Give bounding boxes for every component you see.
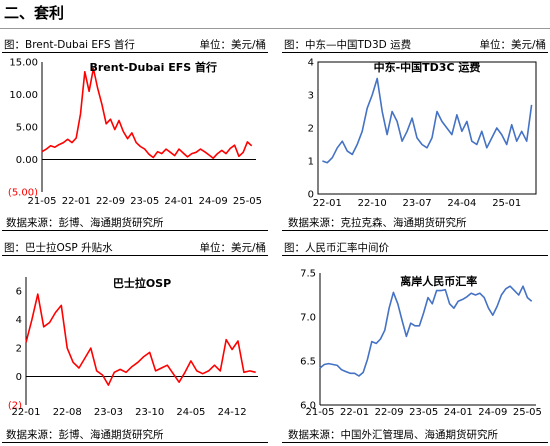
chart-td3c-freight: 4 3 2 1 022-01 22-10 23-07 24-04 25-01 中东-中国TD3C … (308, 58, 537, 209)
panel-header-brent-dubai: 图：Brent-Dubai EFS 首行 单位：美元/桶 (2, 38, 268, 53)
section-divider (0, 28, 550, 29)
series-line (322, 77, 533, 164)
source-divider (282, 442, 548, 443)
y-tick-label: 7.5 (300, 269, 316, 280)
chart-rmb-exchange-rate: 7.5 7.0 6.5 6.021-05 22-01 22-09 23-05 24-01 24-… (300, 269, 542, 419)
panel-title: 图：人民币汇率中间价 (284, 242, 389, 254)
x-tick-label: 22-01 (313, 198, 342, 209)
section-title: 二、套利 (4, 4, 65, 22)
x-tick-label: 25-01 (492, 198, 521, 209)
y-tick-label: (2) (8, 401, 22, 412)
y-tick-label: 6.0 (300, 401, 316, 412)
panel-title: 图：巴士拉OSP 升贴水 (4, 242, 113, 254)
x-tick-label: 23-07 (403, 198, 432, 209)
panel-header-rmb-rate: 图：人民币汇率中间价 (282, 241, 548, 256)
x-tick-label: 24-09 (478, 407, 507, 418)
y-tick-label: 1 (308, 157, 314, 168)
y-tick-label: 0.00 (16, 155, 38, 166)
series-line (41, 67, 253, 159)
x-tick-label: 24-09 (199, 196, 228, 207)
source-divider (282, 230, 548, 231)
x-tick-label: 25-05 (513, 407, 542, 418)
series-line (319, 285, 533, 377)
x-tick-label: 24-01 (444, 407, 473, 418)
y-tick-label: 2 (16, 344, 22, 355)
y-tick-label: 10.00 (9, 90, 38, 101)
chart-basrah-osp: 6 4 2 0 (2)22-01 22-08 23-03 23-10 24-05 24-12 巴士拉… (8, 276, 258, 418)
panel-title: 图：中东—中国TD3D 运费 (284, 39, 412, 51)
plot-frame (317, 61, 537, 195)
y-tick-label: 6 (16, 287, 22, 298)
y-tick-label: 5.00 (16, 123, 38, 134)
x-tick-label: 24-12 (218, 407, 247, 418)
x-tick-label: 22-01 (11, 407, 40, 418)
x-tick-label: 25-05 (233, 196, 262, 207)
x-tick-label: 23-03 (94, 407, 123, 418)
x-tick-label: 22-08 (53, 407, 82, 418)
y-tick-label: 4 (308, 58, 314, 69)
source-note: 数据来源：中国外汇管理局、海通期货研究所 (288, 429, 498, 441)
source-note: 数据来源：彭博、海通期货研究所 (6, 429, 164, 441)
y-tick-label: 2 (308, 124, 314, 135)
x-tick-label: 24-01 (164, 196, 193, 207)
x-tick-label: 24-05 (176, 407, 205, 418)
panel-title: 图：Brent-Dubai EFS 首行 (4, 39, 135, 51)
x-tick-label: 22-09 (96, 196, 125, 207)
chart-title: 离岸人民币汇率 (400, 274, 477, 288)
x-tick-label: 23-05 (130, 196, 159, 207)
source-divider (2, 230, 268, 231)
y-tick-label: 6.5 (300, 357, 316, 368)
panel-header-td3c: 图：中东—中国TD3D 运费 单位：美元/桶 (282, 38, 548, 53)
y-tick-label: 4 (16, 315, 22, 326)
y-tick-label: 15.00 (9, 58, 38, 69)
panel-unit: 单位：美元/桶 (479, 39, 546, 51)
x-tick-label: 22-01 (62, 196, 91, 207)
source-divider (2, 442, 268, 443)
source-note: 数据来源：彭博、海通期货研究所 (6, 217, 164, 229)
x-tick-label: 22-09 (375, 407, 404, 418)
x-tick-label: 21-05 (305, 407, 334, 418)
y-tick-label: 7.0 (300, 313, 316, 324)
source-note: 数据来源：克拉克森、海通期货研究所 (288, 217, 467, 229)
x-tick-label: 21-05 (27, 196, 56, 207)
y-tick-label: 0 (308, 190, 314, 201)
y-tick-label: (5.00) (8, 188, 38, 199)
y-tick-label: 3 (308, 91, 314, 102)
panel-unit: 单位：美元/桶 (199, 39, 266, 51)
x-tick-label: 23-10 (135, 407, 164, 418)
series-line (25, 293, 256, 386)
panel-unit: 单位：美元/桶 (199, 242, 266, 254)
chart-title: 巴士拉OSP (113, 276, 171, 290)
y-tick-label: 0 (16, 372, 22, 383)
panel-header-basrah-osp: 图：巴士拉OSP 升贴水 单位：美元/桶 (2, 241, 268, 256)
chart-title: 中东-中国TD3C 运费 (374, 60, 481, 74)
chart-title: Brent-Dubai EFS 首行 (89, 60, 217, 74)
x-tick-label: 22-01 (340, 407, 369, 418)
x-tick-label: 23-05 (409, 407, 438, 418)
x-tick-label: 24-04 (447, 198, 476, 209)
chart-brent-dubai-efs: 15.00 10.00 5.00 0.00 (5.00)21-05 22-01 22-09 2… (8, 58, 262, 208)
x-tick-label: 22-10 (358, 198, 387, 209)
